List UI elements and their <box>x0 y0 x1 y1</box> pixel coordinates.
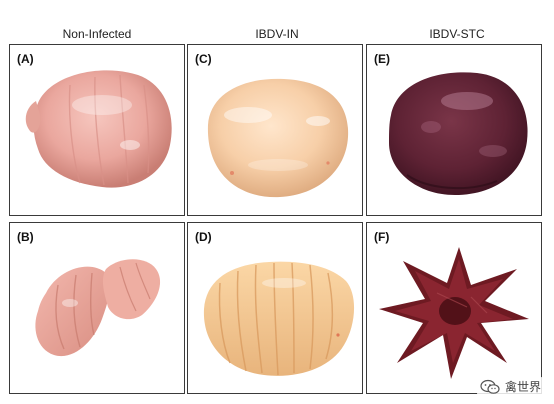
panel-label: (C) <box>195 52 212 66</box>
panel-e: (E) <box>366 44 542 216</box>
panel-b: (B) <box>9 222 185 394</box>
bursa-ibdv-in-opened-image <box>203 261 355 376</box>
panel-c: (C) <box>187 44 363 216</box>
column-header-ibdv-stc: IBDV-STC <box>429 27 485 41</box>
bursa-normal-image <box>25 70 172 188</box>
panel-f: (F) <box>366 222 542 394</box>
watermark-text: 禽世界 <box>504 380 541 394</box>
bursa-ibdv-stc-opened-image <box>379 247 529 379</box>
panel-a: (A) <box>9 44 185 216</box>
panel-label: (E) <box>374 52 390 66</box>
bursa-normal-opened-image <box>35 259 161 357</box>
panel-d: (D) <box>187 222 363 394</box>
panel-label: (A) <box>17 52 34 66</box>
wechat-icon <box>480 379 500 394</box>
watermark: 禽世界 <box>476 377 544 396</box>
panel-label: (F) <box>374 230 390 244</box>
bursa-ibdv-in-image <box>207 78 349 198</box>
bursa-ibdv-stc-image <box>389 72 528 195</box>
column-header-ibdv-in: IBDV-IN <box>255 27 299 41</box>
panel-label: (D) <box>195 230 212 244</box>
column-header-non-infected: Non-Infected <box>62 27 132 41</box>
panel-label: (B) <box>17 230 34 244</box>
